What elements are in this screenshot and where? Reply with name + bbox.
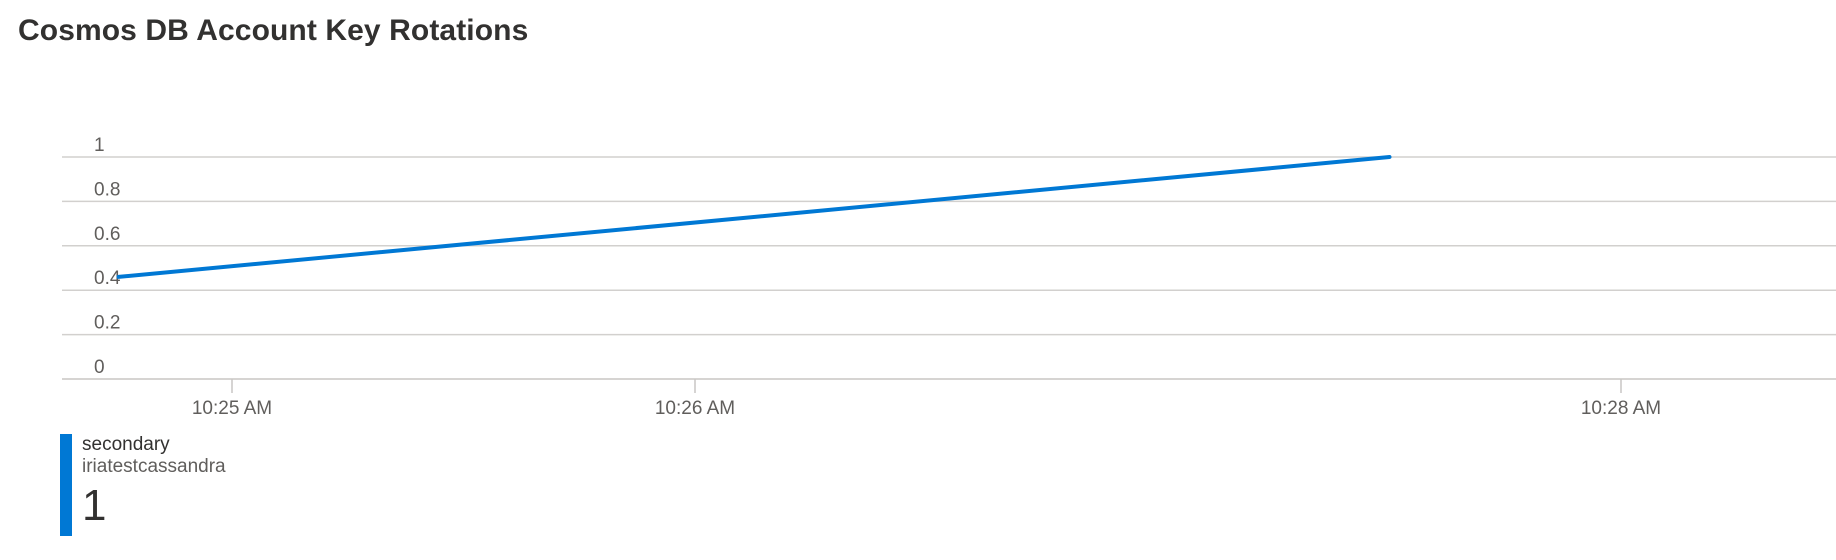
y-tick-label: 1: [94, 135, 105, 156]
legend-item-secondary[interactable]: secondary iriatestcassandra 1: [60, 434, 226, 536]
x-tick-label: 10:26 AM: [655, 398, 735, 419]
x-tick-label: 10:28 AM: [1581, 398, 1661, 419]
line-chart: 0 0.2 0.4 0.6 0.8 1 10:25 AM 10:26 AM 10:28 AM: [62, 135, 1836, 419]
y-tick-label: 0.8: [94, 179, 120, 200]
x-tick-label: 10:25 AM: [192, 398, 272, 419]
y-tick-label: 0: [94, 357, 105, 378]
legend-color-swatch: [60, 434, 72, 536]
legend-resource-name: iriatestcassandra: [82, 456, 226, 477]
y-tick-label: 0.6: [94, 224, 120, 245]
y-tick-label: 0.4: [94, 268, 121, 289]
legend-series-name: secondary: [82, 434, 170, 455]
series-line-secondary: [116, 155, 1392, 279]
chart-title: Cosmos DB Account Key Rotations: [18, 14, 529, 47]
y-tick-label: 0.2: [94, 313, 120, 334]
legend-value: 1: [82, 481, 107, 530]
